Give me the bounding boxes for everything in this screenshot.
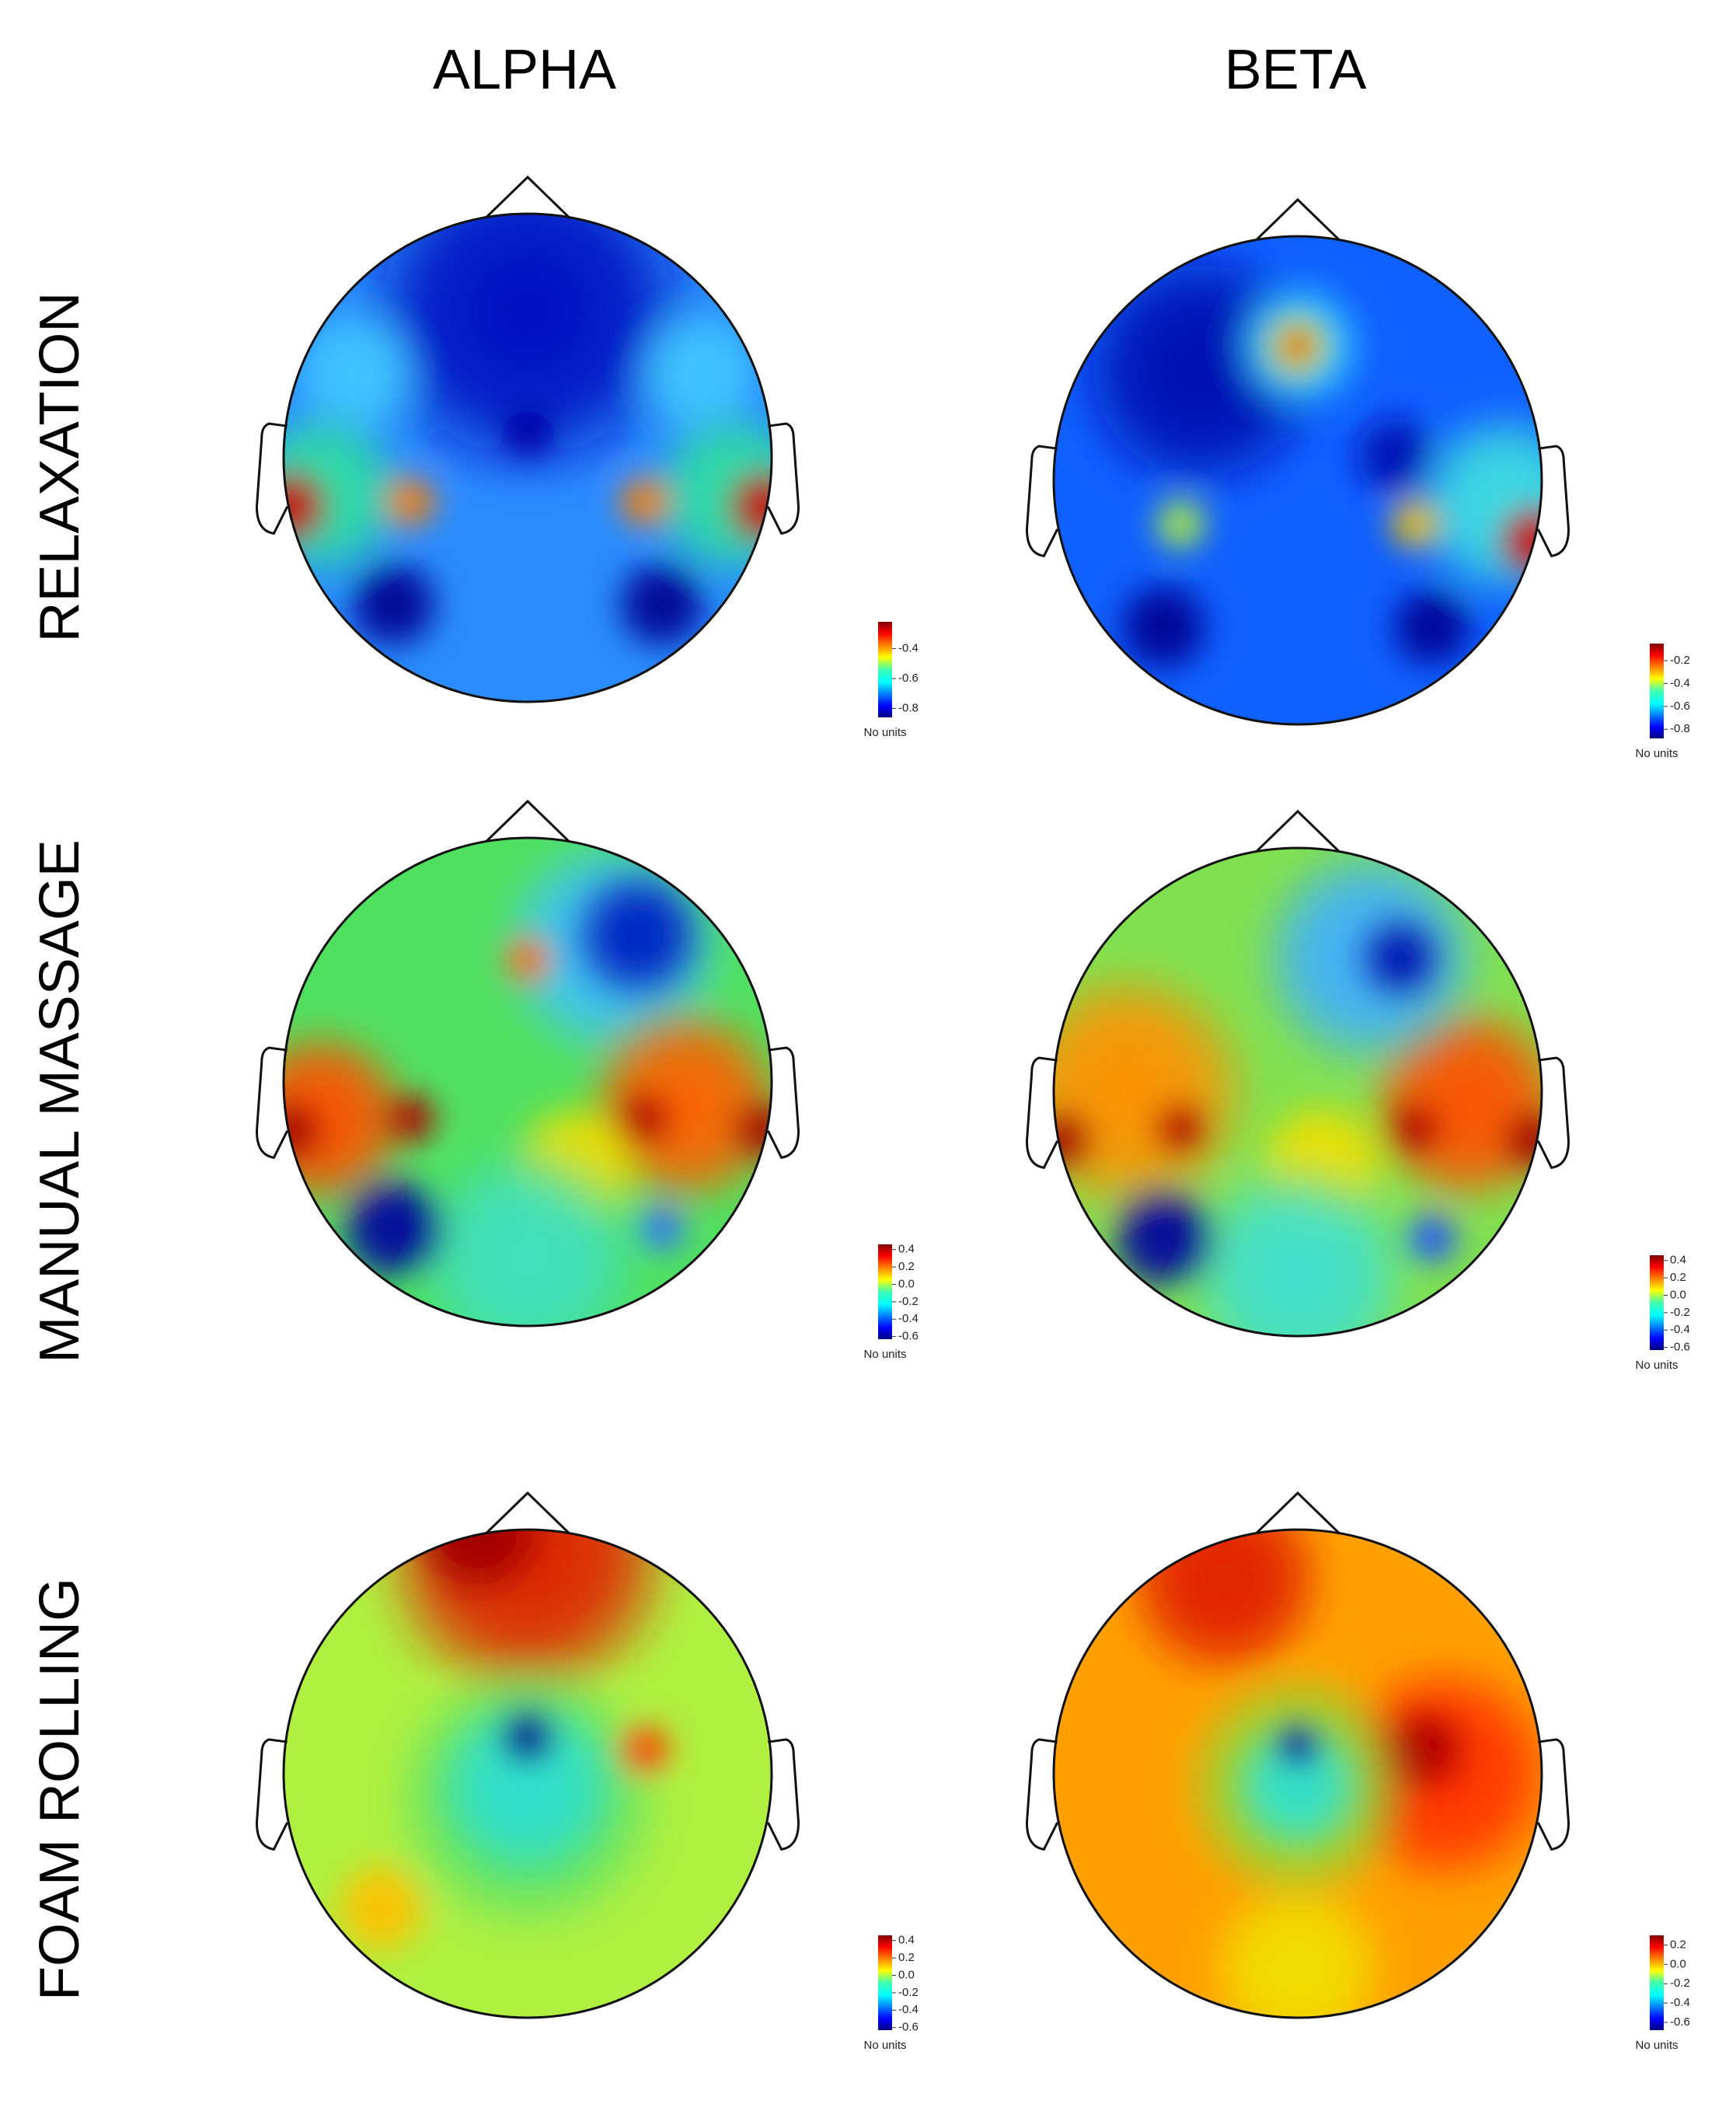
colorbar-tick-label: -0.4 xyxy=(1670,1323,1690,1336)
colorbar-tick-label: -0.6 xyxy=(898,2021,919,2034)
column-title: BETA xyxy=(1225,39,1367,101)
colorbar-unit: No units xyxy=(863,2039,906,2052)
colorbar-tick-label: -0.8 xyxy=(898,701,919,714)
colorbar-unit: No units xyxy=(1635,2039,1678,2052)
colorbar xyxy=(1650,644,1664,738)
colorbar-unit: No units xyxy=(1635,1359,1678,1372)
colorbar-tick-label: 0.4 xyxy=(898,1243,915,1256)
colorbar-tick-label: 0.2 xyxy=(898,1260,915,1273)
ear xyxy=(255,1046,289,1159)
colorbar xyxy=(1650,1255,1664,1350)
head-outline xyxy=(282,836,773,1328)
nose xyxy=(485,799,570,843)
colorbar-tick-label: -0.6 xyxy=(1670,2015,1690,2029)
colorbar-tick-label: 0.0 xyxy=(1670,1288,1686,1301)
nose xyxy=(1255,809,1340,853)
colorbar-tick-label: 0.4 xyxy=(1670,1254,1686,1267)
colorbar-tick-label: 0.0 xyxy=(1670,1957,1686,1970)
row-label: MANUAL MASSAGE xyxy=(29,839,91,1363)
colorbar-tick-label: 0.2 xyxy=(898,1951,915,1964)
ear xyxy=(766,1046,800,1159)
topomap xyxy=(1054,1530,1542,2018)
column-title: ALPHA xyxy=(433,39,616,101)
colorbar-tick-label: -0.4 xyxy=(898,1312,919,1325)
ear xyxy=(766,1738,800,1851)
colorbar-tick-label: -0.4 xyxy=(1670,1996,1690,2009)
colorbar-tick-label: -0.6 xyxy=(1670,1341,1690,1354)
colorbar xyxy=(878,622,892,717)
head-outline xyxy=(282,212,773,703)
topomap xyxy=(284,838,772,1326)
head-outline xyxy=(282,1528,773,2019)
topomap xyxy=(284,214,772,702)
colorbar-tick-label: -0.6 xyxy=(898,1330,919,1343)
ear xyxy=(255,1738,289,1851)
colorbar-tick-label: -0.2 xyxy=(898,1295,919,1308)
colorbar-tick-label: 0.0 xyxy=(898,1277,915,1290)
ear xyxy=(1025,1056,1059,1169)
colorbar-tick-label: 0.0 xyxy=(898,1968,915,1981)
colorbar-tick-label: -0.2 xyxy=(1670,1977,1690,1990)
colorbar-tick-label: -0.2 xyxy=(1670,654,1690,667)
topomap xyxy=(1054,848,1542,1336)
colorbar-tick-label: 0.2 xyxy=(1670,1271,1686,1284)
ear xyxy=(255,422,289,535)
colorbar-tick-label: -0.6 xyxy=(898,672,919,685)
colorbar-tick-label: -0.4 xyxy=(898,642,919,655)
ear xyxy=(1536,445,1570,557)
ear xyxy=(1025,1738,1059,1851)
row-label: RELAXATION xyxy=(29,292,91,643)
head-outline xyxy=(1052,235,1543,726)
topomap xyxy=(284,1530,772,2018)
colorbar-tick-label: -0.4 xyxy=(1670,676,1690,689)
topomap xyxy=(1054,236,1542,724)
colorbar-unit: No units xyxy=(863,726,906,739)
colorbar-unit: No units xyxy=(863,1348,906,1361)
nose xyxy=(1255,1491,1340,1534)
colorbar xyxy=(878,1244,892,1339)
colorbar-tick-label: -0.4 xyxy=(898,2003,919,2016)
colorbar-unit: No units xyxy=(1635,747,1678,760)
nose xyxy=(485,1491,570,1534)
ear xyxy=(1025,445,1059,557)
colorbar-tick-label: -0.6 xyxy=(1670,700,1690,713)
colorbar-tick-label: -0.8 xyxy=(1670,722,1690,735)
ear xyxy=(766,422,800,535)
ear xyxy=(1536,1056,1570,1169)
colorbar-tick-label: 0.4 xyxy=(898,1934,915,1947)
ear xyxy=(1536,1738,1570,1851)
nose xyxy=(1255,197,1340,241)
nose xyxy=(485,175,570,218)
head-outline xyxy=(1052,1528,1543,2019)
row-label: FOAM ROLLING xyxy=(29,1578,91,2001)
head-outline xyxy=(1052,846,1543,1338)
colorbar xyxy=(878,1935,892,2030)
colorbar-tick-label: -0.2 xyxy=(898,1986,919,1999)
colorbar xyxy=(1650,1935,1664,2030)
colorbar-tick-label: 0.2 xyxy=(1670,1938,1686,1951)
colorbar-tick-label: -0.2 xyxy=(1670,1306,1690,1319)
